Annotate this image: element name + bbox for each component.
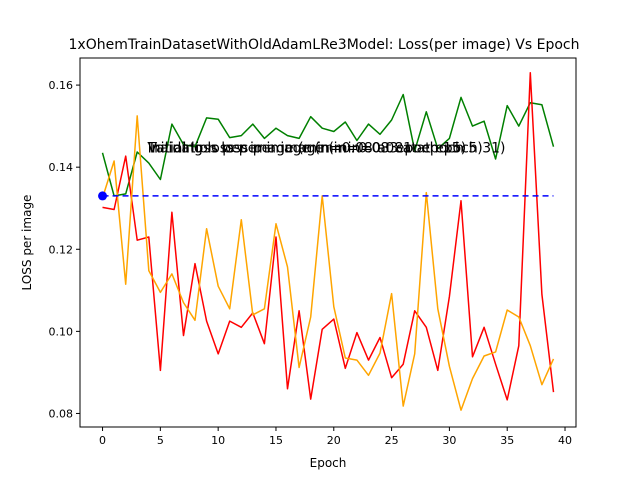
- y-tick-label: 0.12: [49, 243, 74, 256]
- training-loss-line: [102, 72, 555, 401]
- chart-title: 1xOhemTrainDatasetWithOldAdamLRe3Model: …: [69, 37, 580, 53]
- x-tick-label: 30: [442, 434, 456, 447]
- x-axis: 0 5 10 15 20 25 30 35 40: [99, 427, 572, 447]
- initial-loss-line: [101, 93, 555, 197]
- y-tick-label: 0.16: [49, 79, 74, 92]
- y-axis: 0.08 0.10 0.12 0.14 0.16: [49, 79, 80, 420]
- x-tick-label: 5: [157, 434, 164, 447]
- annotation-label: Initial loss per image (min=0.08 at epoc…: [148, 141, 467, 157]
- x-tick-label: 35: [500, 434, 514, 447]
- x-tick-label: 10: [211, 434, 225, 447]
- y-tick-label: 0.08: [49, 407, 74, 420]
- annotation-label: Validation loss per image (min=0.081 at …: [148, 141, 506, 157]
- x-tick-label: 15: [269, 434, 283, 447]
- y-axis-label: LOSS per image: [20, 195, 34, 291]
- x-tick-label: 25: [385, 434, 399, 447]
- validation-loss-line: [101, 115, 555, 411]
- min-loss-marker: [98, 191, 108, 201]
- plot-frame: [79, 57, 577, 428]
- x-tick-label: 0: [99, 434, 106, 447]
- x-tick-label: 40: [558, 434, 572, 447]
- y-tick-label: 0.14: [49, 161, 74, 174]
- y-tick-label: 0.10: [49, 325, 74, 338]
- plot-area: Training loss per image (min=0.083 at ep…: [98, 72, 555, 411]
- x-tick-label: 20: [327, 434, 341, 447]
- x-axis-label: Epoch: [310, 456, 347, 470]
- annotation-label: Training loss per image (min=0.083 at ep…: [147, 141, 483, 157]
